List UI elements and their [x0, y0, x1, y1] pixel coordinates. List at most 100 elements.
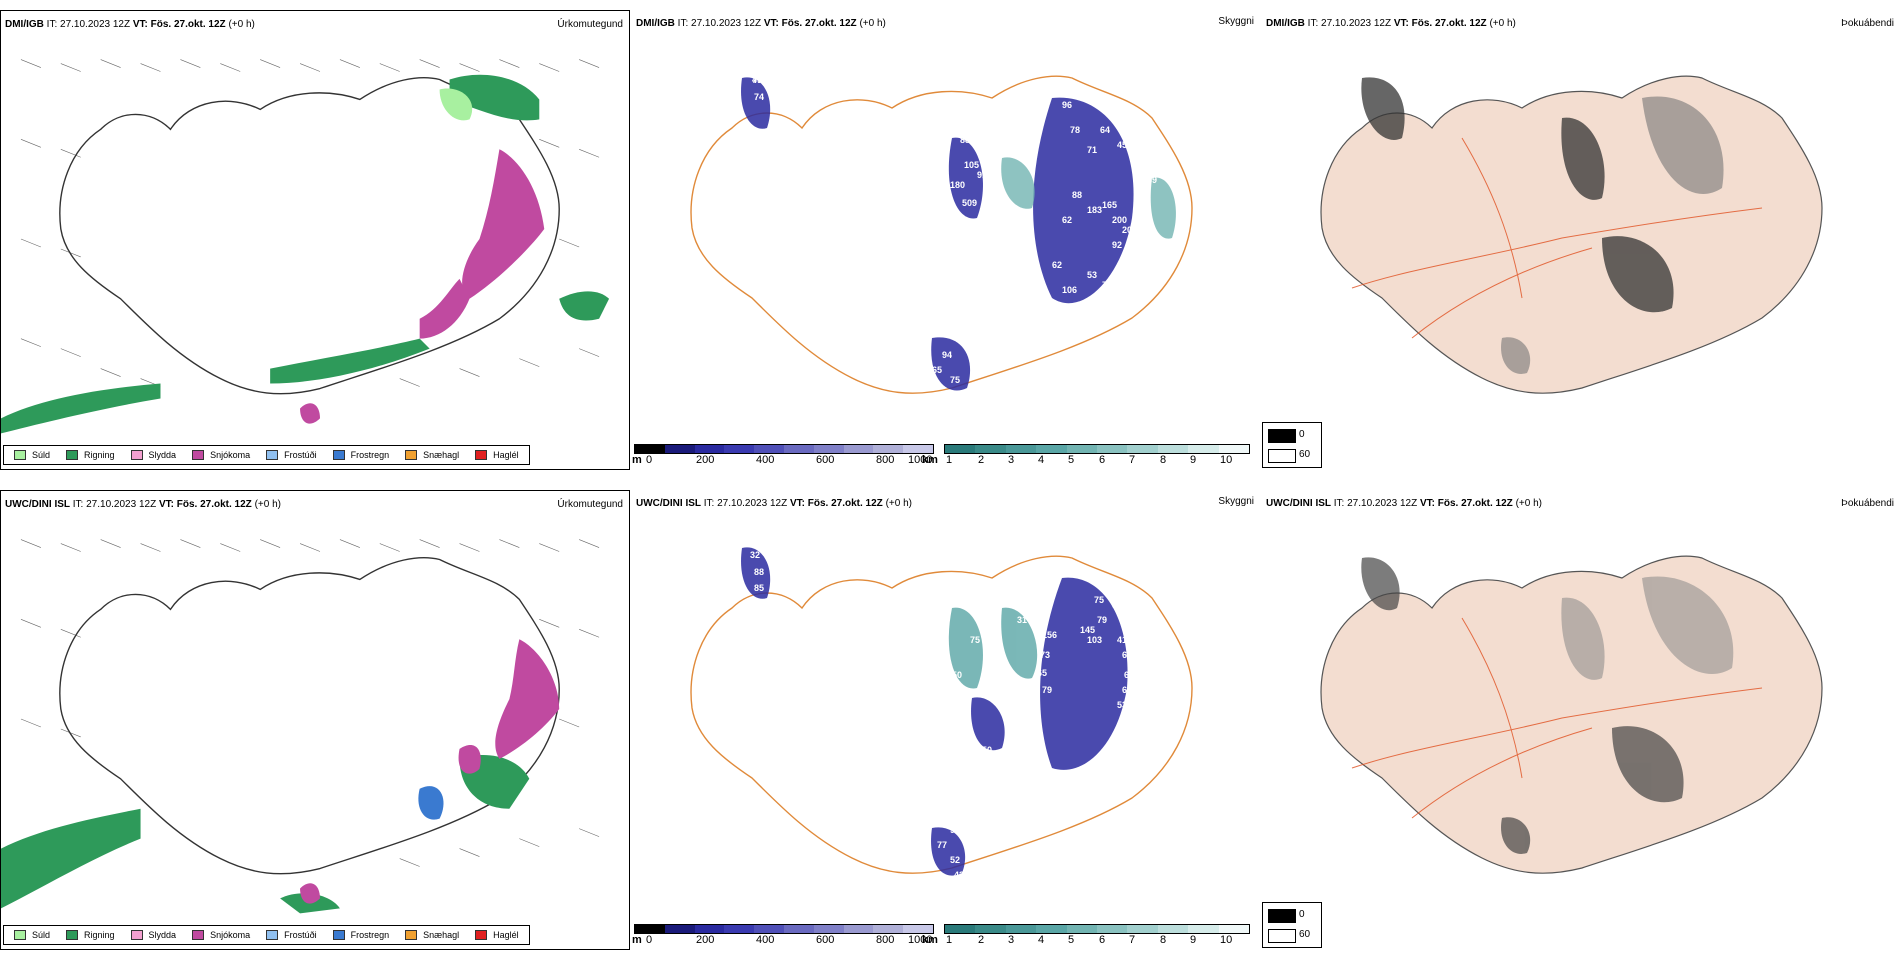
colorbar-cell [1188, 445, 1219, 453]
colorbar-cell [754, 445, 784, 453]
legend-swatch [192, 450, 205, 460]
legend-label: Snæhagl [423, 930, 460, 940]
legend-swatch [130, 450, 143, 460]
ceiling-value-label: 92 [1112, 240, 1122, 250]
ceiling-map: 32 88 85 93 75 450 86 75 82 79 31 145 156 103 73 65 79 41… [690, 547, 1193, 880]
precip-legend: Súld Rigning Slydda Snjókoma Frostúði Fr… [3, 445, 530, 465]
legend-item: Snæhagl [405, 930, 459, 940]
panel-title: Úrkomutegund [557, 499, 623, 510]
it-label: IT: [703, 498, 715, 509]
legend-swatch [332, 450, 345, 460]
colorbar-tick: 7 [1129, 454, 1136, 466]
ceiling-value-label: 75 [1094, 595, 1104, 605]
fog-panel-uwc: UWC/DINI ISL IT: 27.10.2023 12Z VT: Fös.… [1262, 490, 1900, 950]
colorbar-cell [1005, 445, 1037, 453]
legend-swatch [332, 930, 345, 940]
colorbar-tick: 10 [1220, 454, 1233, 466]
colorbar-cell [1127, 445, 1158, 453]
ceiling-value-label: 82 [1112, 600, 1122, 610]
colorbar-cell [873, 925, 904, 933]
legend-item: Súld [14, 450, 50, 460]
ceiling-value-label: 94 [942, 350, 952, 360]
colorbar-cell [1036, 925, 1067, 933]
legend-swatch [475, 930, 488, 940]
ceiling-value-label: 77 [1102, 280, 1112, 290]
ceiling-value-label: 96 [1062, 100, 1072, 110]
model-name: DMI/IGB [5, 19, 44, 30]
legend-label: Súld [32, 450, 51, 460]
colorbar-tick: 600 [816, 454, 835, 466]
ceiling-value-label: 60 [1122, 685, 1132, 695]
ceiling-value-label: 32 [750, 550, 760, 560]
colorbar-cell [783, 925, 814, 933]
ceiling-value-label: 183 [1087, 205, 1102, 215]
ceiling-value-label: 206 [1122, 225, 1137, 235]
colorbar-cell [1097, 925, 1128, 933]
ceiling-value-label: 71 [1087, 145, 1097, 155]
offset: (+0 h) [254, 499, 281, 510]
ceiling-value-label: 43 [954, 870, 964, 880]
vt-label: VT: Fös. 27.okt. 12Z [132, 19, 226, 30]
ceiling-value-label: 20 [1127, 250, 1137, 260]
panel-title: Skyggni [1218, 496, 1254, 507]
colorbar-unit: km [922, 934, 938, 946]
ceiling-value-label: 93 [977, 600, 987, 610]
colorbar-tick: 800 [876, 934, 895, 946]
panel-title: Úrkomutegund [557, 19, 623, 30]
ceiling-panel-uwc: UWC/DINI ISL IT: 27.10.2023 12Z VT: Fös.… [632, 490, 1260, 950]
row-uwc: UWC/DINI ISL IT: 27.10.2023 12Z VT: Fös.… [0, 490, 1900, 960]
ceiling-value-label: 41 [1117, 635, 1127, 645]
legend-item: Haglél [475, 450, 519, 460]
iceland-outline [59, 557, 560, 875]
colorbar-cells [944, 444, 1250, 454]
ceiling-value-label: 88 [754, 567, 764, 577]
precip-legend: Súld Rigning Slydda Snjókoma Frostúði Fr… [3, 925, 530, 945]
ceiling-value-label: 78 [1070, 125, 1080, 135]
colorbar-cell [1036, 445, 1067, 453]
offset: (+0 h) [228, 19, 255, 30]
vt-label: VT: Fös. 27.okt. 12Z [763, 18, 857, 29]
colorbar-cell [1066, 445, 1098, 453]
panel-header: DMI/IGB IT: 27.10.2023 12Z VT: Fös. 27.o… [1266, 18, 1516, 29]
legend-item: Snjókoma [192, 450, 250, 460]
ceiling-value-label: 86 [1087, 570, 1097, 580]
precip-map [1, 539, 600, 914]
visibility-colorbar: km 1 2 3 4 5 6 7 8 9 10 [922, 444, 1250, 468]
legend-item: Frostregn [332, 450, 390, 460]
colorbar-cell [1218, 925, 1250, 933]
ceiling-value-label: 53 [954, 390, 964, 400]
vt-label: VT: Fös. 27.okt. 12Z [158, 499, 252, 510]
legend-label: Snæhagl [423, 450, 460, 460]
ceiling-value-label: 74 [754, 92, 764, 102]
legend-label: Haglél [493, 450, 519, 460]
precip-panel-dmi: DMI/IGB IT: 27.10.2023 12Z VT: Fös. 27.o… [0, 10, 630, 470]
legend-item: Súld [14, 930, 50, 940]
fog-legend-black [1268, 909, 1296, 923]
colorbar-cell [1127, 925, 1158, 933]
it-label: IT: [677, 18, 689, 29]
ceiling-value-label: 85 [754, 583, 764, 593]
legend-label: Haglél [493, 930, 519, 940]
colorbar-cell [813, 445, 844, 453]
ceiling-value-label: 53 [1087, 270, 1097, 280]
offset: (+0 h) [1515, 498, 1542, 509]
colorbar-cell [945, 445, 976, 453]
colorbar-cell [813, 925, 844, 933]
ceiling-value-label: 103 [1087, 635, 1102, 645]
ceiling-value-label: 105 [964, 160, 979, 170]
fog-legend-white [1268, 929, 1296, 943]
colorbar-cells [634, 444, 934, 454]
ceiling-value-label: 106 [1062, 285, 1077, 295]
legend-item: Slydda [130, 930, 176, 940]
model-name: DMI/IGB [1266, 18, 1305, 29]
ceiling-value-label: 48 [1027, 705, 1037, 715]
legend-label: Frostregn [350, 450, 390, 460]
ceiling-value-label: 75 [970, 635, 980, 645]
colorbar-cell [903, 445, 933, 453]
it-label: IT: [72, 499, 84, 510]
ceiling-value-label: 165 [1102, 200, 1117, 210]
fog-legend-label: 0 [1299, 909, 1305, 920]
colorbar-tick: 1 [946, 934, 953, 946]
legend-label: Frostúði [284, 930, 317, 940]
legend-swatch [266, 930, 279, 940]
